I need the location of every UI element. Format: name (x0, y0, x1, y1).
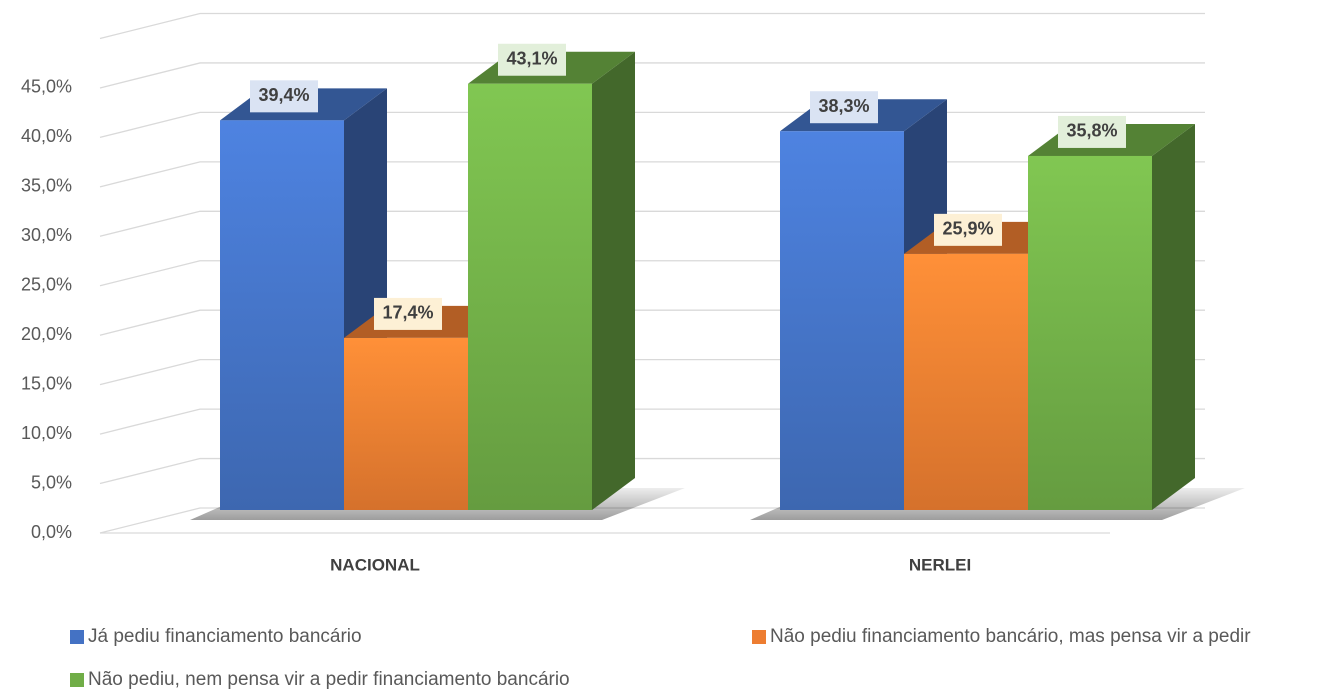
legend-swatch (70, 673, 84, 687)
y-tick-label: 20,0% (21, 324, 72, 344)
data-label-box (934, 213, 1002, 246)
grid-line (99, 62, 1205, 89)
bar (220, 120, 344, 511)
bar (1028, 155, 1152, 511)
legend-swatch (70, 630, 84, 644)
bar-side (592, 51, 635, 511)
legend-label: Não pediu financiamento bancário, mas pe… (770, 626, 1251, 647)
legend-label: Já pediu financiamento bancário (88, 626, 362, 647)
y-tick-label: 35,0% (21, 176, 72, 196)
data-label: 17,4% (382, 303, 433, 323)
y-tick-label: 15,0% (21, 373, 72, 393)
data-label-box (250, 80, 318, 113)
bar (468, 83, 592, 510)
data-label-box (810, 91, 878, 124)
y-tick-label: 5,0% (31, 472, 72, 492)
legend-label: Não pediu, nem pensa vir a pedir financi… (88, 669, 570, 690)
y-tick-label: 30,0% (21, 225, 72, 245)
data-label: 43,1% (506, 48, 557, 68)
bar (904, 253, 1028, 510)
plot-border (99, 12, 1205, 40)
y-tick-label: 10,0% (21, 423, 72, 443)
data-label-box (498, 43, 566, 76)
data-label: 39,4% (258, 85, 309, 105)
y-tick-label: 40,0% (21, 126, 72, 146)
y-tick-label: 25,0% (21, 275, 72, 295)
data-label: 35,8% (1066, 121, 1117, 141)
y-tick-label: 0,0% (31, 522, 72, 542)
legend-swatch (752, 630, 766, 644)
bar (344, 337, 468, 510)
bar (780, 131, 904, 510)
data-label-box (1058, 115, 1126, 148)
x-tick-label: NERLEI (909, 555, 971, 574)
x-tick-label: NACIONAL (330, 555, 420, 574)
y-tick-label: 45,0% (21, 77, 72, 97)
data-label: 25,9% (942, 219, 993, 239)
data-label: 38,3% (818, 96, 869, 116)
data-label-box (374, 297, 442, 330)
bar-side (1152, 123, 1195, 511)
